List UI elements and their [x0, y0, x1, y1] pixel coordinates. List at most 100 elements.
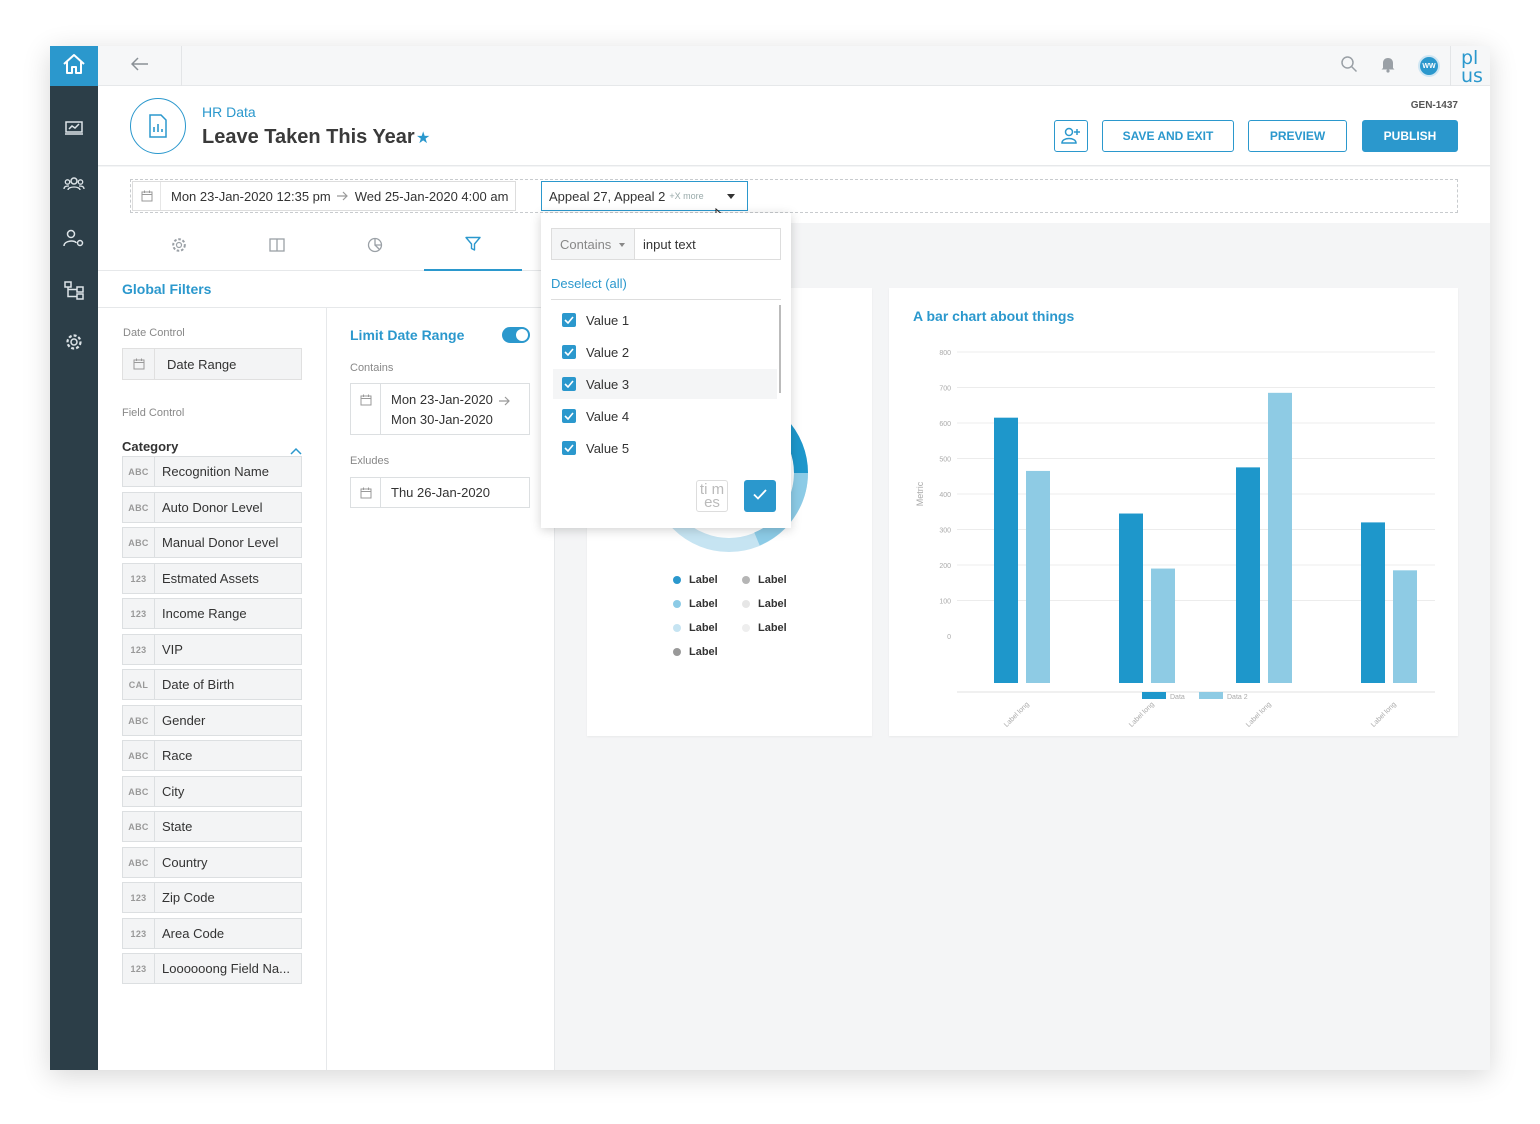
divider — [551, 299, 781, 300]
field-item[interactable]: ABC Gender — [122, 705, 302, 736]
legend-swatch — [1142, 692, 1166, 699]
date-range-filter[interactable]: Mon 23-Jan-2020 12:35 pm Wed 25-Jan-2020… — [132, 181, 516, 211]
y-tick-label: 600 — [939, 421, 951, 428]
option-label: Value 2 — [586, 344, 630, 360]
field-item[interactable]: 123 Area Code — [122, 918, 302, 949]
calendar-icon — [351, 384, 381, 434]
appeal-filter-select[interactable]: Appeal 27, Appeal 2 +X more — [541, 181, 748, 211]
y-tick-label: 500 — [939, 457, 951, 464]
deselect-all-link[interactable]: Deselect (all) — [551, 276, 627, 291]
nav-rail — [50, 46, 98, 1070]
save-and-exit-button[interactable]: SAVE AND EXIT — [1102, 120, 1234, 152]
users-nav-button[interactable] — [62, 174, 86, 198]
checkbox-checked-icon[interactable] — [562, 313, 576, 327]
legend-swatch — [673, 576, 681, 584]
field-item[interactable]: 123 Income Range — [122, 598, 302, 629]
legend-swatch — [742, 600, 750, 608]
hierarchy-nav-button[interactable] — [62, 280, 86, 304]
bar — [1361, 522, 1385, 683]
chart-title: A bar chart about things — [913, 308, 1075, 324]
dropdown-option[interactable]: Value 3 — [553, 369, 777, 399]
legend-swatch — [673, 624, 681, 632]
field-item[interactable]: ABC Recognition Name — [122, 456, 302, 487]
field-item[interactable]: 123 Zip Code — [122, 882, 302, 913]
report-header: HR Data Leave Taken This Year ★ GEN-1437… — [98, 86, 1490, 166]
settings-nav-button[interactable] — [62, 332, 86, 356]
bar — [1236, 467, 1260, 683]
field-name: Recognition Name — [162, 464, 269, 479]
limit-date-range-toggle[interactable] — [502, 327, 530, 343]
field-item[interactable]: 123 Loooooong Field Na... — [122, 953, 302, 984]
reports-icon — [64, 119, 84, 142]
field-name: Country — [162, 855, 208, 870]
tab-filters[interactable] — [424, 223, 522, 271]
checkbox-checked-icon[interactable] — [562, 409, 576, 423]
add-user-button[interactable] — [1054, 120, 1088, 152]
dropdown-option[interactable]: Value 2 — [553, 337, 777, 367]
scrollbar[interactable] — [779, 305, 781, 393]
field-type-badge: 123 — [123, 883, 155, 912]
contains-end-date: Mon 30-Jan-2020 — [391, 412, 493, 427]
checkbox-checked-icon[interactable] — [562, 377, 576, 391]
bar-chart: 0 100 200 300 400 500 600 700 800 Metric Label lon… — [915, 350, 1435, 729]
users-icon — [63, 175, 85, 198]
contains-date-range[interactable]: Mon 23-Jan-2020 Mon 30-Jan-2020 — [350, 383, 530, 435]
home-button[interactable] — [50, 46, 98, 86]
chevron-up-icon[interactable] — [290, 442, 302, 460]
filter-bar: Mon 23-Jan-2020 12:35 pm Wed 25-Jan-2020… — [98, 167, 1490, 223]
star-icon[interactable]: ★ — [416, 130, 431, 147]
dropdown-option[interactable]: Value 1 — [553, 305, 777, 335]
bar-chart-card[interactable]: A bar chart about things 0 100 200 300 400 50… — [889, 288, 1458, 736]
date-control-label: Date Control — [123, 327, 185, 339]
top-bar: WW pl us — [98, 46, 1490, 86]
legend-label: Label — [758, 574, 787, 586]
field-item[interactable]: ABC Country — [122, 847, 302, 878]
field-item[interactable]: ABC Race — [122, 740, 302, 771]
user-settings-nav-button[interactable] — [62, 228, 86, 252]
excludes-date-value: Thu 26-Jan-2020 — [391, 485, 491, 500]
y-tick-label: 800 — [939, 350, 951, 357]
field-item[interactable]: ABC Auto Donor Level — [122, 492, 302, 523]
breadcrumb[interactable]: HR Data — [202, 104, 256, 120]
back-button[interactable] — [98, 46, 182, 86]
operator-select[interactable]: Contains — [551, 228, 635, 260]
app-window: WW pl us HR Data Leave Taken This Year ★… — [50, 46, 1490, 1070]
legend-label: Data — [1170, 694, 1185, 701]
field-item[interactable]: ABC Manual Donor Level — [122, 527, 302, 558]
y-tick-label: 300 — [939, 528, 951, 535]
confirm-button[interactable] — [744, 480, 776, 512]
preview-button[interactable]: PREVIEW — [1248, 120, 1347, 152]
field-item[interactable]: CAL Date of Birth — [122, 669, 302, 700]
appeal-more-count: +X more — [669, 191, 704, 201]
cancel-button[interactable]: ti m es — [696, 480, 728, 512]
field-name: Race — [162, 748, 193, 763]
legend-item: Label — [742, 622, 787, 634]
dropdown-search-input[interactable]: input text — [634, 228, 781, 260]
global-filters-heading: Global Filters — [122, 281, 212, 297]
field-item[interactable]: ABC State — [122, 811, 302, 842]
category-heading[interactable]: Category — [122, 439, 179, 454]
tab-layout[interactable] — [228, 223, 326, 271]
tab-charts[interactable] — [326, 223, 424, 271]
x-tick-label: Label long — [1245, 701, 1273, 729]
publish-button[interactable]: PUBLISH — [1362, 120, 1458, 152]
checkbox-checked-icon[interactable] — [562, 441, 576, 455]
legend-label: Label — [689, 622, 718, 634]
legend-swatch — [742, 624, 750, 632]
tab-settings[interactable] — [130, 223, 228, 271]
dropdown-option[interactable]: Value 4 — [553, 401, 777, 431]
excludes-date[interactable]: Thu 26-Jan-2020 — [350, 477, 530, 508]
dropdown-option[interactable]: Value 5 — [553, 433, 777, 463]
field-item[interactable]: ABC City — [122, 776, 302, 807]
search-button[interactable] — [1338, 55, 1360, 77]
avatar[interactable]: WW — [1418, 55, 1440, 77]
field-type-badge: ABC — [123, 812, 155, 841]
notifications-button[interactable] — [1377, 55, 1399, 77]
bar — [1268, 392, 1292, 683]
date-range-control[interactable]: Date Range — [122, 348, 302, 380]
field-item[interactable]: 123 Estmated Assets — [122, 563, 302, 594]
bar — [1119, 513, 1143, 683]
reports-nav-button[interactable] — [62, 118, 86, 142]
checkbox-checked-icon[interactable] — [562, 345, 576, 359]
field-item[interactable]: 123 VIP — [122, 634, 302, 665]
